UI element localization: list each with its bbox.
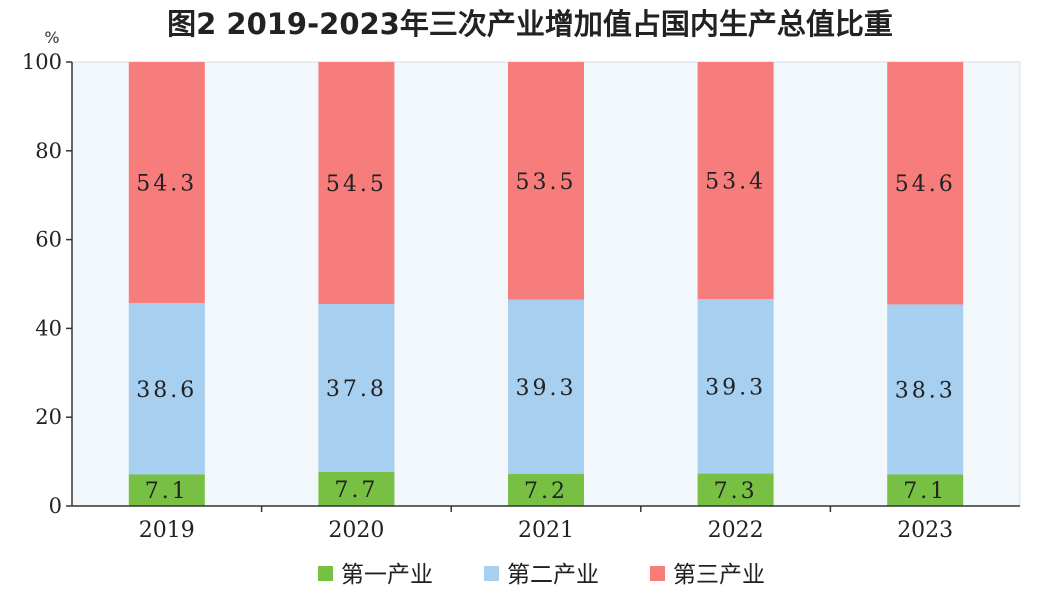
x-tick-label-2023: 2023 bbox=[897, 518, 953, 543]
bar-2021-series-2 bbox=[508, 62, 584, 300]
bar-2023-series-0 bbox=[887, 474, 964, 506]
bar-2020-series-2 bbox=[318, 62, 395, 304]
x-axis-ticks: 2019 2020 2021 2022 2023 bbox=[139, 506, 953, 543]
data-label-2020-series-0: 7.7 bbox=[334, 478, 378, 503]
legend-label-0: 第一产业 bbox=[341, 562, 433, 588]
x-tick-label-2019: 2019 bbox=[139, 518, 195, 543]
bar-2019-series-1 bbox=[128, 303, 205, 475]
legend-label-2: 第三产业 bbox=[673, 562, 765, 588]
y-tick-label-20: 20 bbox=[35, 405, 62, 429]
bar-2022-series-1 bbox=[697, 299, 774, 474]
bar-2019-series-2 bbox=[128, 62, 205, 304]
data-label-2022-series-1: 39.3 bbox=[705, 375, 766, 400]
data-label-2019-series-1: 38.6 bbox=[136, 378, 197, 403]
y-tick-label-40: 40 bbox=[35, 316, 62, 340]
data-label-2023-series-2: 54.6 bbox=[895, 172, 956, 197]
legend: 第一产业 第二产业 第三产业 bbox=[318, 562, 765, 588]
data-label-2020-series-1: 37.8 bbox=[326, 377, 387, 402]
y-axis-ticks: 0 20 40 60 80 100 bbox=[22, 50, 72, 518]
bar-2020-series-0 bbox=[318, 471, 395, 506]
y-tick-label-0: 0 bbox=[49, 494, 62, 518]
x-tick-label-2022: 2022 bbox=[708, 518, 764, 543]
y-axis-unit: % bbox=[44, 28, 59, 47]
bar-2022-series-0 bbox=[697, 473, 774, 506]
legend-swatch-1 bbox=[484, 566, 499, 581]
data-label-2021-series-1: 39.3 bbox=[516, 376, 577, 401]
data-label-2023-series-1: 38.3 bbox=[895, 378, 956, 403]
y-tick-label-60: 60 bbox=[35, 228, 62, 252]
bar-2022-series-2 bbox=[697, 62, 774, 300]
bar-2023-series-1 bbox=[887, 304, 964, 475]
bar-2019-series-0 bbox=[128, 474, 205, 506]
data-label-2021-series-0: 7.2 bbox=[524, 479, 568, 504]
y-tick-label-80: 80 bbox=[35, 139, 62, 163]
bar-2021-series-1 bbox=[508, 299, 584, 475]
bar-2020-series-1 bbox=[318, 303, 395, 472]
legend-swatch-0 bbox=[318, 566, 333, 581]
bar-2023-series-2 bbox=[887, 62, 964, 305]
legend-label-1: 第二产业 bbox=[507, 562, 599, 588]
bar-2021-series-0 bbox=[508, 474, 584, 506]
data-label-2022-series-0: 7.3 bbox=[714, 479, 758, 504]
x-tick-label-2020: 2020 bbox=[328, 518, 384, 543]
data-label-2023-series-0: 7.1 bbox=[903, 479, 947, 504]
data-label-2020-series-2: 54.5 bbox=[326, 172, 387, 197]
x-tick-label-2021: 2021 bbox=[518, 518, 574, 543]
chart-title: 图2 2019-2023年三次产业增加值占国内生产总值比重 bbox=[167, 7, 893, 41]
data-label-2019-series-2: 54.3 bbox=[136, 172, 197, 197]
data-label-2021-series-2: 53.5 bbox=[516, 170, 577, 195]
y-tick-label-100: 100 bbox=[22, 50, 62, 74]
legend-swatch-2 bbox=[650, 566, 665, 581]
data-label-2022-series-2: 53.4 bbox=[705, 170, 766, 195]
data-label-2019-series-0: 7.1 bbox=[145, 479, 189, 504]
bars-group: 7.1 38.6 54.3 7.7 37.8 54.5 7.2 39.3 53.5 7.3 39.3… bbox=[128, 62, 964, 506]
